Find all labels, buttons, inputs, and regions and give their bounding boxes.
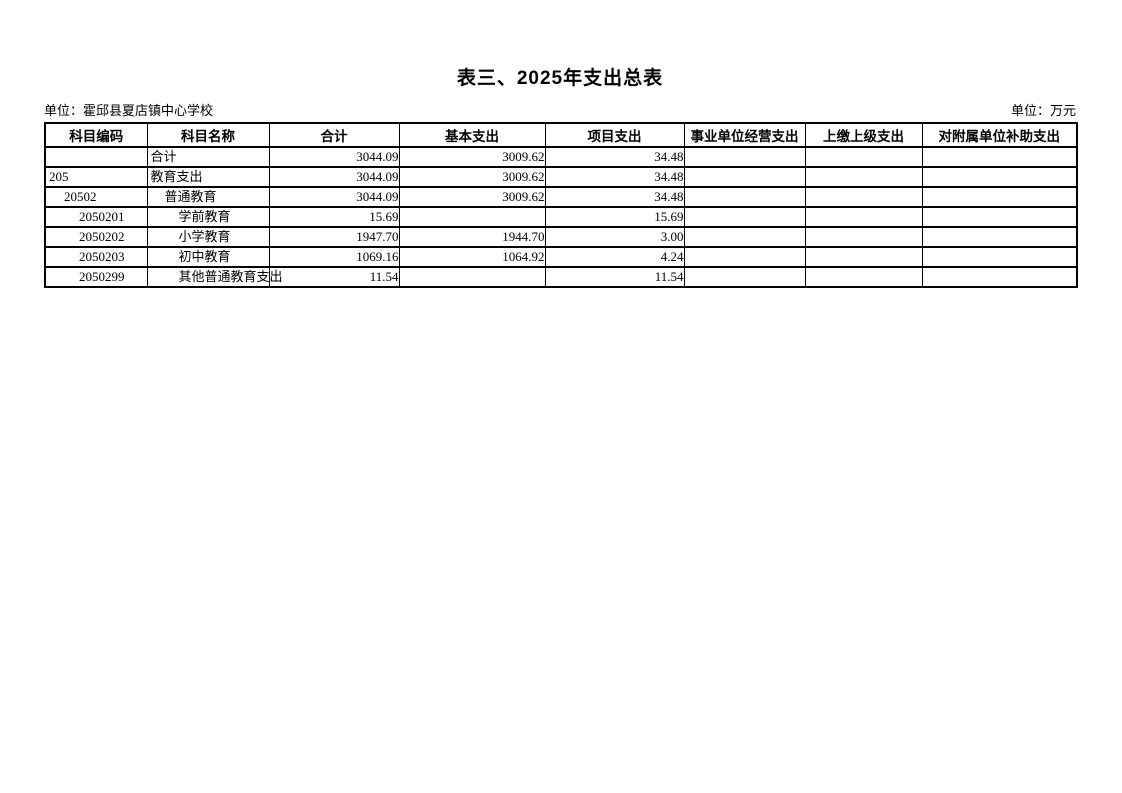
table-row: 2050201 学前教育 15.69 15.69 [44,206,1078,228]
cell-affiliate-subsidy [921,166,1078,188]
page-title: 表三、2025年支出总表 [456,68,664,89]
cell-subject-name: 合计 [146,146,270,168]
cell-basic-expenditure: 1944.70 [398,226,546,248]
cell-project-expenditure: 11.54 [544,266,685,288]
cell-upper-level-payment [804,246,923,268]
cell-subject-code: 2050203 [44,246,148,268]
cell-project-expenditure: 4.24 [544,246,685,268]
cell-upper-level-payment [804,166,923,188]
currency-unit-label: 单位：万元 [1010,103,1076,118]
cell-affiliate-subsidy [921,266,1078,288]
cell-project-expenditure: 34.48 [544,186,685,208]
table-row: 20502 普通教育 3044.09 3009.62 34.48 [44,186,1078,208]
cell-total: 3044.09 [268,146,400,168]
cell-subject-name: 学前教育 [146,206,270,228]
col-header-basic-expenditure: 基本支出 [398,122,546,148]
cell-affiliate-subsidy [921,226,1078,248]
col-header-affiliate-subsidy: 对附属单位补助支出 [921,122,1078,148]
cell-total: 15.69 [268,206,400,228]
cell-affiliate-subsidy [921,206,1078,228]
cell-upper-level-payment [804,146,923,168]
cell-affiliate-subsidy [921,146,1078,168]
cell-operating-expenditure [683,166,806,188]
org-unit-label: 单位：霍邱县夏店镇中心学校 [44,103,214,118]
cell-upper-level-payment [804,186,923,208]
cell-basic-expenditure: 3009.62 [398,186,546,208]
cell-total: 11.54 [268,266,400,288]
cell-basic-expenditure [398,266,546,288]
cell-subject-code: 2050202 [44,226,148,248]
cell-affiliate-subsidy [921,186,1078,208]
cell-subject-code: 20502 [44,186,148,208]
header-row: 科目编码 科目名称 合计 基本支出 项目支出 事业单位经营支出 上缴上级支出 对… [44,122,1078,148]
cell-subject-code: 205 [44,166,148,188]
cell-basic-expenditure: 3009.62 [398,166,546,188]
cell-operating-expenditure [683,226,806,248]
cell-total: 1947.70 [268,226,400,248]
cell-operating-expenditure [683,146,806,168]
col-header-total: 合计 [268,122,400,148]
cell-upper-level-payment [804,226,923,248]
col-header-project-expenditure: 项目支出 [544,122,685,148]
table-row: 合计 3044.09 3009.62 34.48 [44,146,1078,168]
cell-subject-name: 普通教育 [146,186,270,208]
cell-basic-expenditure: 1064.92 [398,246,546,268]
col-header-subject-name: 科目名称 [146,122,270,148]
col-header-upper-level-payment: 上缴上级支出 [804,122,923,148]
cell-subject-name: 教育支出 [146,166,270,188]
cell-upper-level-payment [804,266,923,288]
cell-subject-name: 初中教育 [146,246,270,268]
cell-total: 3044.09 [268,186,400,208]
table-row: 205 教育支出 3044.09 3009.62 34.48 [44,166,1078,188]
col-header-operating-expenditure: 事业单位经营支出 [683,122,806,148]
cell-operating-expenditure [683,186,806,208]
table-row: 2050202 小学教育 1947.70 1944.70 3.00 [44,226,1078,248]
table-row: 2050203 初中教育 1069.16 1064.92 4.24 [44,246,1078,268]
cell-project-expenditure: 34.48 [544,146,685,168]
cell-basic-expenditure: 3009.62 [398,146,546,168]
cell-subject-name: 小学教育 [146,226,270,248]
table-row: 2050299 其他普通教育支出 11.54 11.54 [44,266,1078,288]
table-body: 合计 3044.09 3009.62 34.48 205 教育支出 3044.09 3009.… [44,146,1078,288]
cell-subject-name: 其他普通教育支出 [146,266,283,288]
cell-project-expenditure: 34.48 [544,166,685,188]
cell-subject-code: 2050299 [44,266,148,288]
cell-total: 1069.16 [268,246,400,268]
col-header-subject-code: 科目编码 [44,122,148,148]
cell-operating-expenditure [683,206,806,228]
cell-subject-code: 2050201 [44,206,148,228]
cell-operating-expenditure [683,246,806,268]
cell-project-expenditure: 15.69 [544,206,685,228]
cell-project-expenditure: 3.00 [544,226,685,248]
cell-affiliate-subsidy [921,246,1078,268]
cell-subject-code [44,146,148,168]
cell-basic-expenditure [398,206,546,228]
expenditure-table: 科目编码 科目名称 合计 基本支出 项目支出 事业单位经营支出 上缴上级支出 对… [44,122,1078,288]
meta-row: 单位：霍邱县夏店镇中心学校 单位：万元 [44,103,1076,118]
cell-total: 3044.09 [268,166,400,188]
cell-operating-expenditure [683,266,806,288]
cell-upper-level-payment [804,206,923,228]
